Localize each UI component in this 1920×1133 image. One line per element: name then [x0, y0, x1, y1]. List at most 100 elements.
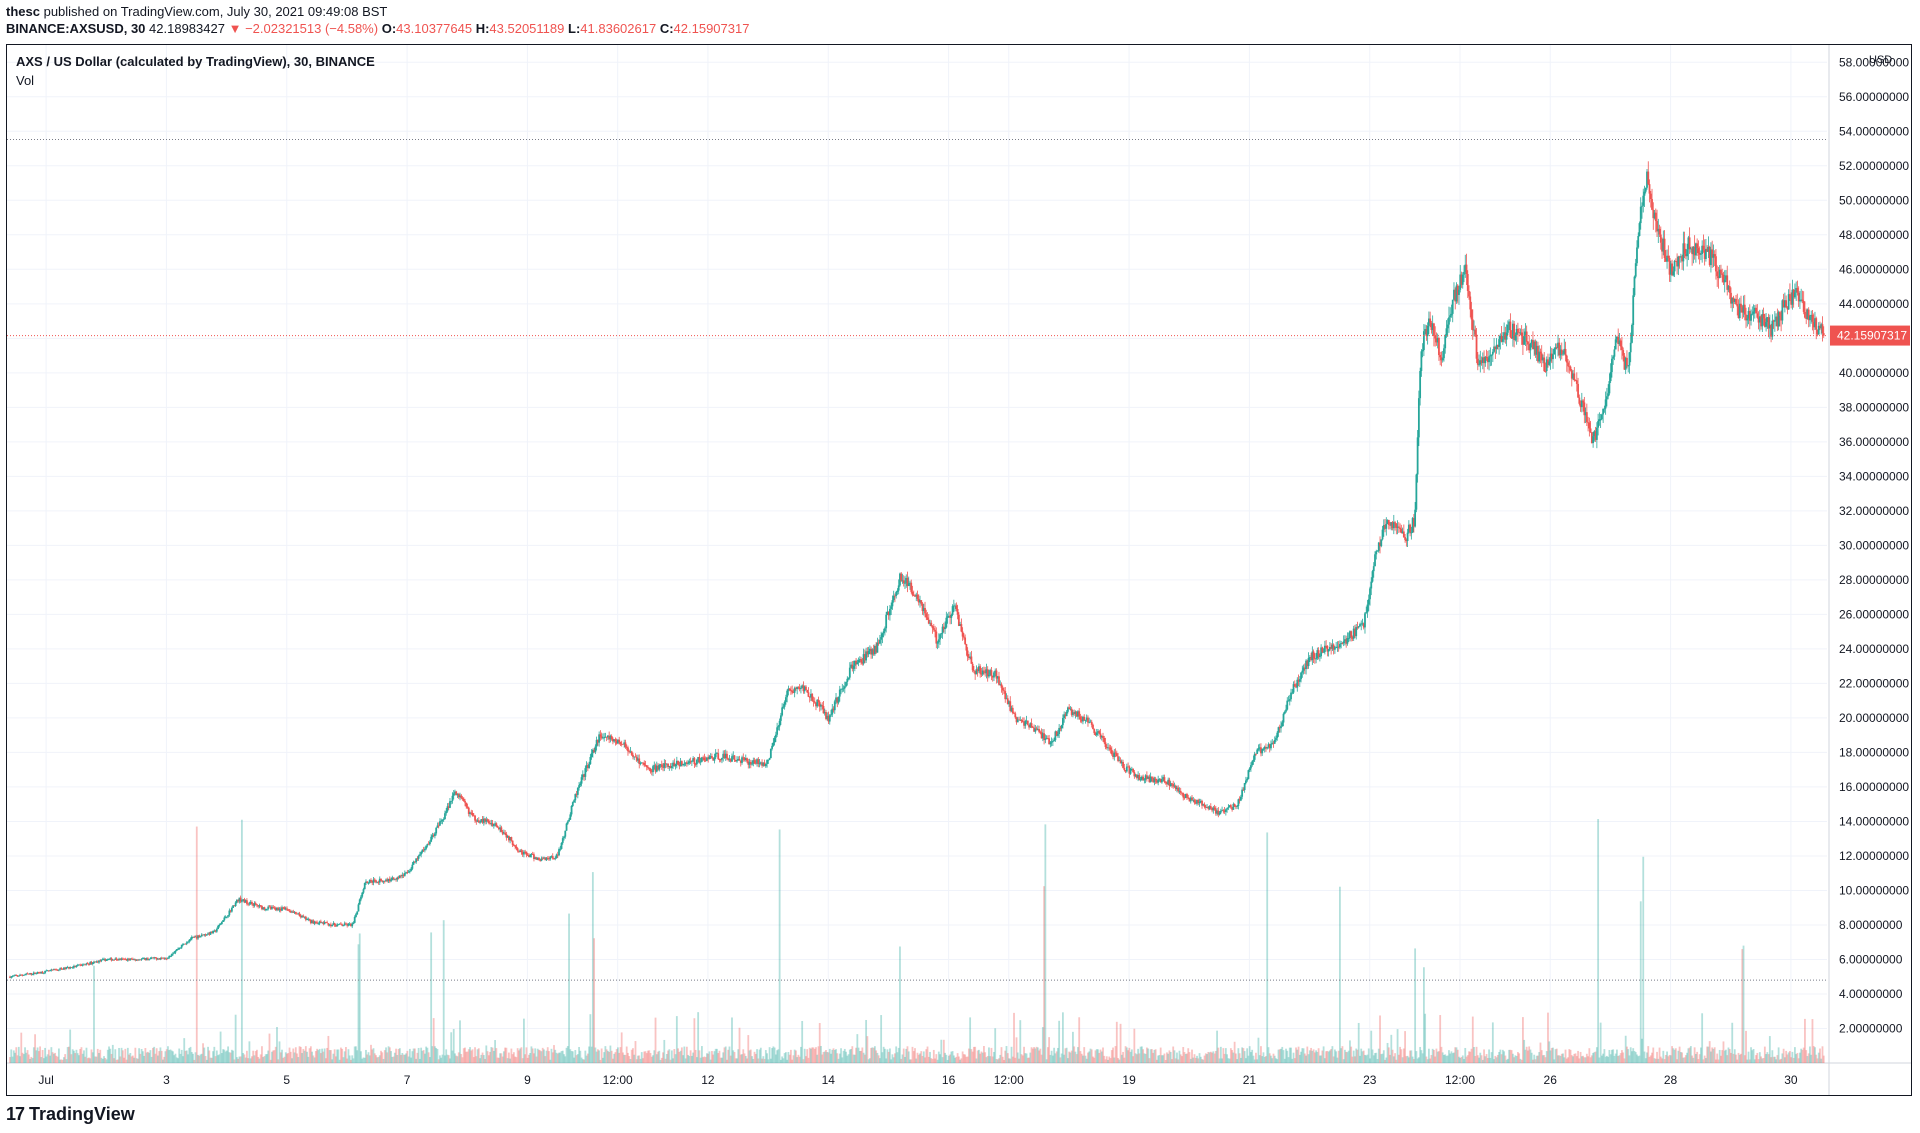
candle-body [556, 854, 559, 856]
candle-body [812, 700, 815, 702]
volume-bar [1332, 1056, 1335, 1063]
volume-bar [1077, 1047, 1079, 1063]
candle-body [917, 598, 920, 603]
volume-bar [1706, 1046, 1709, 1063]
volume-bar [1399, 1046, 1401, 1063]
volume-bar [983, 1046, 985, 1063]
volume-bar [136, 1058, 139, 1063]
legend-volume[interactable]: Vol [16, 73, 35, 88]
volume-bar [679, 1050, 682, 1063]
volume-bar [922, 1051, 925, 1063]
volume-bar [1611, 1049, 1613, 1063]
candle-body [876, 642, 879, 653]
candle-body [411, 864, 414, 869]
candle-body [687, 762, 690, 764]
volume-bar [133, 1057, 135, 1063]
candle-body [50, 969, 53, 971]
candle-body [1500, 336, 1503, 342]
volume-bar [633, 1054, 636, 1063]
volume-bar [435, 1047, 438, 1063]
candle-body [73, 965, 75, 968]
volume-bar [1431, 1048, 1434, 1063]
volume-bar [417, 1047, 420, 1063]
volume-bar [388, 1047, 391, 1063]
volume-bar [1522, 1017, 1524, 1063]
candle-body [1577, 383, 1579, 398]
volume-bar [979, 1053, 982, 1063]
volume-bar [1055, 1051, 1058, 1063]
volume-bar [146, 1051, 149, 1063]
volume-bar [1163, 1053, 1166, 1063]
candle-body [475, 820, 478, 822]
publisher-user[interactable]: thesc [6, 4, 40, 19]
candle-body [1438, 337, 1440, 356]
volume-bar [887, 1051, 890, 1063]
volume-bar [1084, 1055, 1087, 1063]
volume-bar [623, 1054, 626, 1063]
volume-bar [1594, 1051, 1597, 1063]
candle-body [1394, 522, 1396, 524]
candle-body [625, 747, 628, 748]
candle-body [737, 758, 740, 761]
candle-body [1330, 647, 1333, 649]
volume-bar [1476, 1055, 1479, 1063]
candle-body [1379, 542, 1381, 547]
volume-bar [565, 1047, 568, 1063]
y-tick-label: 36.00000000 [1839, 435, 1909, 449]
candle-body [1193, 800, 1196, 803]
volume-bar [445, 1049, 448, 1063]
volume-bar [841, 1057, 844, 1063]
volume-bar [1525, 1046, 1528, 1063]
candle-body [578, 785, 580, 788]
legend-title[interactable]: AXS / US Dollar (calculated by TradingVi… [16, 54, 375, 69]
candle-body [756, 759, 758, 764]
volume-bar [783, 1053, 786, 1063]
candle-body [1019, 719, 1022, 721]
volume-bar [1025, 1053, 1028, 1063]
candle-body [138, 959, 141, 961]
tradingview-logo[interactable]: 17 TradingView [6, 1104, 135, 1125]
candle-body [398, 875, 401, 878]
volume-bar [1098, 1052, 1101, 1063]
volume-bar [1397, 1054, 1400, 1063]
candle-body [1491, 351, 1494, 355]
candle-body [164, 958, 167, 960]
candle-body [1405, 539, 1408, 542]
volume-bar [1069, 1052, 1072, 1063]
candle-body [267, 906, 270, 909]
volume-bar [978, 1049, 980, 1063]
volume-bar [835, 1049, 837, 1063]
volume-bar [991, 1056, 994, 1063]
candle-body [1419, 370, 1422, 399]
volume-bar [1642, 856, 1645, 1063]
candle-body [292, 911, 295, 913]
volume-bar [892, 1057, 895, 1063]
candle-body [978, 666, 980, 672]
volume-bar [644, 1051, 647, 1063]
volume-bar [1814, 1047, 1816, 1063]
candle-body [489, 823, 491, 825]
candle-body [1036, 729, 1039, 730]
candle-body [762, 762, 765, 766]
price-chart[interactable]: 2.000000004.000000006.000000008.00000000… [7, 45, 1911, 1095]
publisher-text: published on TradingView.com, July 30, 2… [43, 4, 388, 19]
candle-body [410, 868, 413, 871]
last-price-badge-bg [1830, 325, 1910, 346]
volume-bar [88, 1057, 90, 1063]
volume-bar [376, 1057, 379, 1063]
candle-body [46, 970, 49, 972]
volume-bar [876, 1052, 879, 1063]
candle-body [173, 952, 176, 954]
volume-bar [605, 1049, 608, 1063]
candle-body [1133, 772, 1136, 777]
candle-body [1008, 701, 1010, 705]
volume-bar [998, 1058, 1000, 1063]
candle-body [351, 923, 354, 927]
volume-bar [1355, 1048, 1358, 1063]
volume-bar [1031, 1048, 1034, 1063]
candle-body [1328, 647, 1331, 650]
candle-body [837, 696, 840, 703]
candle-body [1455, 285, 1458, 302]
candle-body [1747, 311, 1750, 319]
volume-bar [1689, 1046, 1692, 1063]
